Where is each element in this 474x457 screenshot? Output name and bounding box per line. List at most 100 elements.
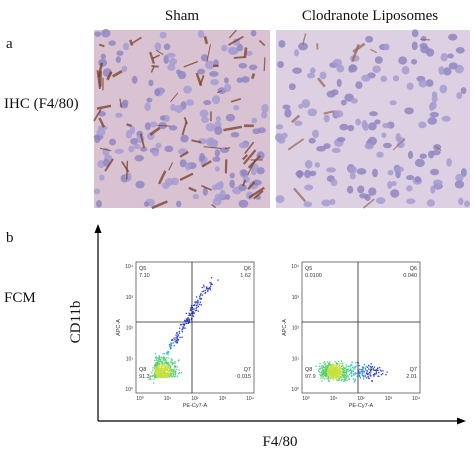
- event-dot: [170, 361, 172, 364]
- event-dot: [366, 377, 368, 379]
- stain: [287, 138, 305, 151]
- event-dot: [181, 336, 183, 338]
- event-dot: [335, 364, 338, 367]
- event-dot: [154, 364, 156, 366]
- event-dot: [157, 366, 159, 368]
- event-dot: [326, 377, 328, 380]
- event-dot: [372, 368, 374, 370]
- event-dot: [162, 367, 164, 369]
- nucleus: [372, 168, 378, 178]
- event-dot: [170, 346, 172, 348]
- event-dot: [156, 364, 158, 367]
- nucleus: [293, 49, 300, 57]
- event-dot: [369, 369, 371, 371]
- event-dot: [351, 370, 353, 372]
- nucleus: [251, 168, 257, 176]
- event-dot: [164, 359, 166, 361]
- nucleus: [224, 83, 232, 93]
- nucleus: [122, 42, 130, 51]
- event-dot: [194, 309, 197, 312]
- event-dot: [318, 368, 321, 370]
- event-dot: [166, 361, 168, 363]
- event-dot: [169, 372, 172, 375]
- nucleus: [464, 200, 470, 208]
- event-dot: [329, 375, 331, 377]
- event-dot: [353, 372, 356, 374]
- event-dot: [156, 368, 159, 370]
- nucleus: [457, 197, 464, 206]
- event-dot: [161, 369, 163, 371]
- event-dot: [324, 370, 326, 372]
- event-dot: [187, 317, 189, 319]
- nucleus: [99, 174, 105, 181]
- event-dot: [170, 360, 172, 362]
- event-dot: [325, 368, 328, 371]
- event-dot: [344, 367, 346, 370]
- nucleus: [420, 45, 430, 54]
- event-dot: [167, 362, 170, 364]
- event-dot: [166, 364, 169, 367]
- event-dot: [382, 373, 384, 375]
- event-dot: [321, 374, 323, 376]
- event-dot: [169, 374, 171, 376]
- event-dot: [361, 371, 364, 373]
- event-dot: [332, 366, 334, 368]
- tick-label: 10³: [126, 295, 134, 301]
- quadrant-name: Q5: [305, 266, 312, 272]
- event-dot: [173, 345, 176, 347]
- event-dot: [380, 370, 382, 372]
- nucleus: [101, 29, 111, 38]
- event-dot: [156, 375, 158, 378]
- event-dot: [341, 368, 343, 370]
- stain: [106, 71, 113, 81]
- event-dot: [178, 372, 180, 375]
- event-dot: [158, 362, 160, 364]
- event-dot: [352, 370, 355, 373]
- event-dot: [354, 378, 356, 380]
- event-dot: [342, 372, 344, 374]
- nucleus: [330, 89, 339, 96]
- stain: [139, 133, 146, 148]
- event-dot: [361, 369, 363, 371]
- event-dot: [340, 373, 342, 376]
- event-dot: [176, 341, 179, 343]
- stain: [157, 125, 171, 127]
- event-dot: [332, 367, 335, 369]
- event-dot: [354, 368, 356, 370]
- event-dot: [164, 362, 166, 364]
- stain: [203, 35, 209, 45]
- quadrant-value: 91.3: [139, 374, 150, 380]
- event-dot: [199, 298, 201, 300]
- event-dot: [338, 365, 340, 367]
- event-dot: [156, 367, 158, 370]
- event-dot: [168, 369, 171, 372]
- nucleus: [114, 148, 124, 154]
- event-dot: [339, 372, 341, 375]
- event-dot: [325, 375, 327, 377]
- stain: [206, 44, 211, 63]
- event-dot: [175, 341, 178, 343]
- event-dot: [321, 373, 323, 375]
- tick-label: 10¹: [164, 396, 172, 402]
- event-dot: [374, 373, 376, 375]
- nucleus: [212, 95, 221, 105]
- event-dot: [324, 378, 326, 380]
- event-dot: [337, 374, 339, 376]
- event-dot: [157, 360, 159, 362]
- event-dot: [197, 306, 199, 308]
- nucleus: [225, 113, 236, 122]
- event-dot: [160, 363, 162, 365]
- panel-label: a: [6, 36, 13, 52]
- nucleus: [414, 158, 425, 168]
- event-dot: [340, 360, 343, 362]
- nucleus: [205, 60, 215, 70]
- event-dot: [158, 365, 160, 368]
- event-dot: [358, 371, 360, 373]
- event-dot: [324, 372, 327, 375]
- stain: [244, 141, 255, 154]
- event-dot: [153, 372, 156, 375]
- event-dot: [344, 379, 346, 382]
- event-dot: [183, 319, 186, 322]
- event-dot: [348, 373, 351, 376]
